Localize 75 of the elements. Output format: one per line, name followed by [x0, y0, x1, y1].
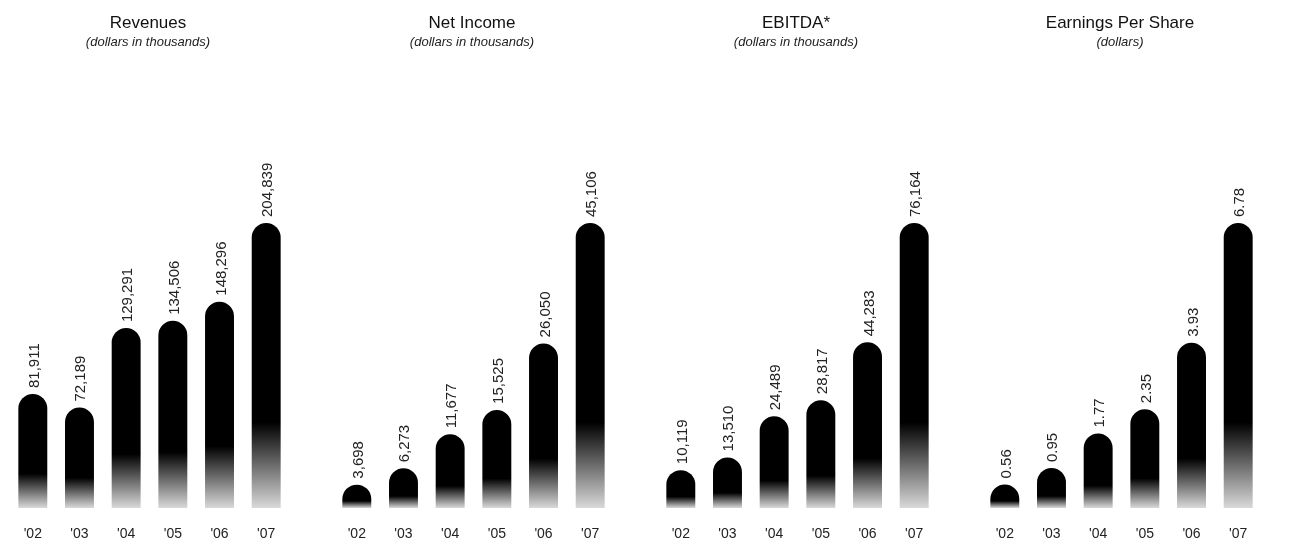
bar — [713, 457, 742, 508]
x-tick-label: '04 — [441, 525, 460, 541]
bar — [482, 409, 512, 508]
x-tick-label: '02 — [671, 525, 691, 541]
bar — [65, 407, 94, 508]
bar — [205, 301, 234, 508]
data-label: 2.35 — [1136, 374, 1154, 404]
bar — [806, 400, 836, 508]
data-label: 13,510 — [719, 405, 737, 452]
chart-subtitle: (dollars in thousands) — [733, 34, 859, 49]
bar — [435, 434, 465, 508]
bar — [251, 223, 281, 508]
data-label: 81,911 — [24, 343, 42, 389]
x-tick-label: '06 — [1182, 525, 1201, 541]
x-tick-label: '02 — [23, 525, 43, 541]
bar — [111, 328, 141, 508]
data-label: 148,296 — [211, 241, 229, 296]
x-tick-label: '05 — [811, 525, 831, 541]
chart-title: Revenues — [109, 13, 187, 32]
x-tick-label: '03 — [70, 525, 89, 541]
x-tick-label: '07 — [581, 525, 600, 541]
bar — [899, 223, 929, 508]
x-tick-label: '02 — [995, 525, 1015, 541]
data-label: 0.95 — [1043, 432, 1061, 463]
chart-title: Net Income — [428, 13, 516, 32]
bar — [529, 343, 558, 508]
chart-title: Earnings Per Share — [1045, 13, 1195, 32]
chart-subtitle: (dollars in thousands) — [85, 34, 211, 49]
x-tick-label: '07 — [905, 525, 924, 541]
bar — [1083, 433, 1113, 508]
bar — [1177, 342, 1206, 508]
x-tick-label: '04 — [1089, 525, 1108, 541]
data-label: 76,164 — [906, 171, 924, 217]
data-label: 11,677 — [442, 383, 460, 429]
data-label: 0.56 — [996, 449, 1014, 479]
data-label: 6,273 — [395, 424, 413, 463]
data-label: 15,525 — [488, 358, 506, 404]
x-tick-label: '03 — [718, 525, 737, 541]
x-tick-label: '06 — [858, 525, 877, 541]
bar — [1130, 409, 1160, 508]
x-tick-label: '03 — [394, 525, 413, 541]
data-label: 28,817 — [812, 348, 830, 395]
bar — [18, 394, 48, 508]
bar — [759, 416, 789, 508]
data-label: 1.77 — [1090, 398, 1108, 428]
x-tick-label: '05 — [487, 525, 507, 541]
x-tick-label: '04 — [117, 525, 136, 541]
x-tick-label: '07 — [1229, 525, 1248, 541]
data-label: 26,050 — [535, 291, 553, 338]
data-label: 3,698 — [348, 441, 366, 479]
chart-title: EBITDA* — [761, 13, 831, 32]
bar — [853, 342, 882, 508]
x-tick-label: '02 — [347, 525, 367, 541]
data-label: 10,119 — [672, 419, 690, 465]
x-tick-label: '05 — [1135, 525, 1155, 541]
data-label: 134,506 — [164, 260, 182, 315]
data-label: 6.78 — [1230, 187, 1248, 217]
x-tick-label: '07 — [257, 525, 276, 541]
x-tick-label: '06 — [534, 525, 553, 541]
x-tick-label: '03 — [1042, 525, 1061, 541]
data-label: 204,839 — [258, 162, 276, 217]
x-tick-label: '06 — [210, 525, 229, 541]
data-label: 24,489 — [766, 364, 784, 411]
bar — [1223, 223, 1253, 508]
bar — [158, 320, 188, 508]
x-tick-label: '04 — [765, 525, 784, 541]
x-tick-label: '05 — [163, 525, 183, 541]
data-label: 3.93 — [1183, 307, 1201, 337]
chart-subtitle: (dollars) — [1096, 34, 1144, 49]
data-label: 129,291 — [118, 267, 136, 323]
data-label: 45,106 — [582, 171, 600, 217]
chart-subtitle: (dollars in thousands) — [409, 34, 535, 49]
data-label: 72,189 — [71, 355, 89, 402]
data-label: 44,283 — [859, 290, 877, 337]
bar — [575, 223, 605, 508]
